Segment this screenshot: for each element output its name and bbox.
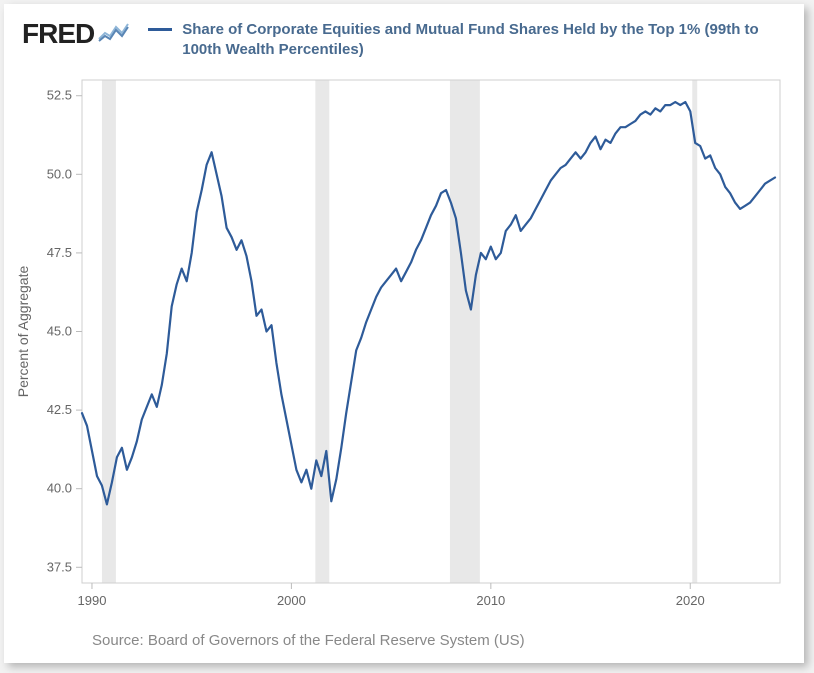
recession-band — [692, 80, 697, 583]
y-axis-label: Percent of Aggregate — [15, 266, 31, 398]
recession-band — [102, 80, 116, 583]
legend-swatch — [148, 28, 172, 31]
data-line — [82, 102, 775, 504]
fred-logo: FRED — [22, 16, 132, 50]
source-text: Source: Board of Governors of the Federa… — [92, 632, 525, 649]
legend-label: Share of Corporate Equities and Mutual F… — [182, 20, 786, 61]
y-tick-label: 52.5 — [47, 88, 72, 103]
recession-band — [315, 80, 329, 583]
logo-text: FRED — [22, 18, 94, 50]
x-tick-label: 2000 — [277, 593, 306, 608]
x-tick-label: 1990 — [78, 593, 107, 608]
y-tick-label: 50.0 — [47, 166, 72, 181]
y-tick-label: 37.5 — [47, 559, 72, 574]
y-tick-label: 47.5 — [47, 245, 72, 260]
axis-box — [82, 80, 780, 583]
recession-band — [450, 80, 480, 583]
y-tick-label: 40.0 — [47, 481, 72, 496]
chart-card: FRED Share of Corporate Equities and Mut… — [4, 4, 804, 663]
legend: Share of Corporate Equities and Mutual F… — [144, 16, 786, 61]
line-chart: 37.5 40.0 42.5 45.0 47.5 50.0 52.5 1990 2000 2010… — [4, 70, 804, 663]
chart-icon — [98, 21, 132, 48]
chart-header: FRED Share of Corporate Equities and Mut… — [4, 4, 804, 65]
y-tick-label: 45.0 — [47, 324, 72, 339]
y-tick-label: 42.5 — [47, 402, 72, 417]
plot-area: 37.5 40.0 42.5 45.0 47.5 50.0 52.5 1990 2000 2010… — [4, 70, 804, 663]
x-tick-label: 2020 — [676, 593, 705, 608]
x-tick-label: 2010 — [476, 593, 505, 608]
